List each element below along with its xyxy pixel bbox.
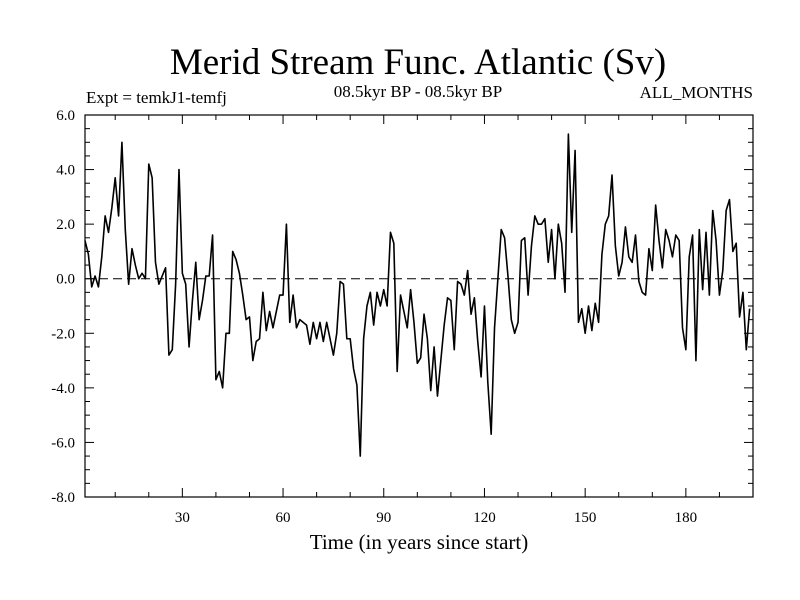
y-tick-label: -4.0 <box>51 381 75 397</box>
period-label: ALL_MONTHS <box>640 83 753 102</box>
plot-frame <box>84 114 754 498</box>
y-tick-label: -6.0 <box>51 435 75 451</box>
x-tick-label: 180 <box>675 510 698 526</box>
x-tick-label: 30 <box>175 510 190 526</box>
axis-ticks <box>85 115 753 497</box>
x-tick-labels: 30 60 90 120 150 180 <box>175 510 697 526</box>
y-tick-label: 4.0 <box>56 163 75 179</box>
series-layer <box>84 133 751 457</box>
x-tick-label: 120 <box>473 510 496 526</box>
y-tick-label: 6.0 <box>56 108 75 124</box>
series-line-1 <box>84 133 751 457</box>
x-tick-label: 60 <box>276 510 291 526</box>
x-axis-title: Time (in years since start) <box>310 530 529 554</box>
chart-title: Merid Stream Func. Atlantic (Sv) <box>170 42 666 83</box>
y-tick-labels: -8.0 -6.0 -4.0 -2.0 0.0 2.0 4.0 6.0 <box>51 108 75 506</box>
experiment-label: Expt = temkJ1-temfj <box>86 88 227 107</box>
y-tick-label: -2.0 <box>51 326 75 342</box>
y-tick-label: 0.0 <box>56 272 75 288</box>
x-tick-label: 90 <box>376 510 391 526</box>
chart-subtitle: 08.5kyr BP - 08.5kyr BP <box>334 82 502 101</box>
y-tick-label: -8.0 <box>51 490 75 506</box>
y-tick-label: 2.0 <box>56 217 75 233</box>
x-tick-label: 150 <box>574 510 597 526</box>
